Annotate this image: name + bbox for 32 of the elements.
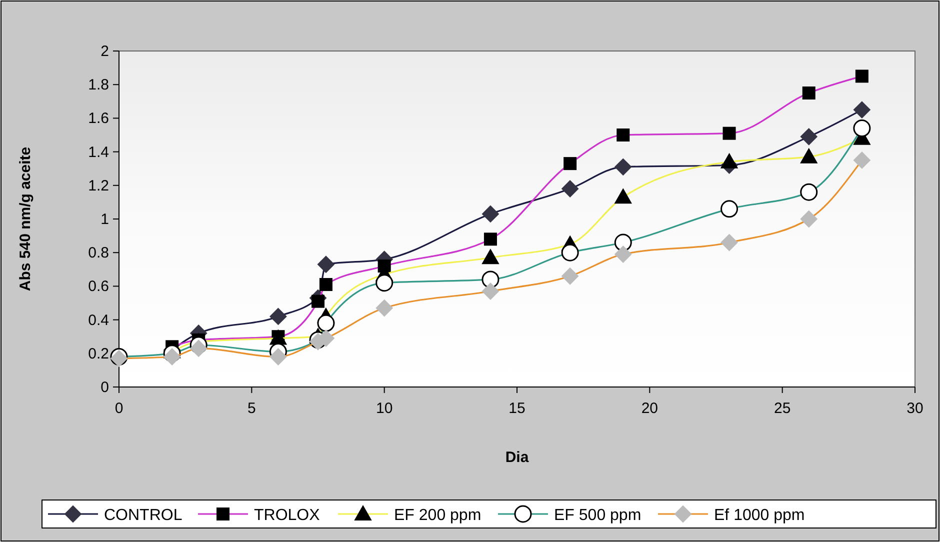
y-axis-title: Abs 540 nm/g aceite xyxy=(17,146,34,292)
point xyxy=(800,128,818,146)
y-tick-label: 1.8 xyxy=(88,76,109,94)
point xyxy=(270,308,287,325)
x-tick-label: 0 xyxy=(114,400,124,417)
y-tick-label: 0 xyxy=(100,379,109,396)
legend-label: EF 500 ppm xyxy=(554,507,642,524)
x-tick-label: 10 xyxy=(376,400,393,417)
x-tick-label: 5 xyxy=(247,400,256,417)
y-tick-label: 1.4 xyxy=(88,144,109,161)
legend-label: EF 200 ppm xyxy=(394,507,482,524)
legend-label: CONTROL xyxy=(104,507,182,524)
x-tick-label: 25 xyxy=(774,400,791,417)
y-tick-label: 1 xyxy=(100,211,109,228)
y-tick-label: 0.4 xyxy=(88,312,109,329)
y-tick-label: 1.6 xyxy=(88,110,109,128)
legend-label: TROLOX xyxy=(254,507,320,524)
point xyxy=(482,205,499,222)
point xyxy=(614,158,632,176)
y-tick-label: 0.2 xyxy=(88,345,109,362)
y-tick-label: 0.6 xyxy=(88,278,109,296)
x-axis-title: Dia xyxy=(505,449,530,466)
y-tick-label: 1.2 xyxy=(88,177,109,194)
point xyxy=(562,180,579,198)
x-tick-label: 30 xyxy=(906,400,924,417)
point xyxy=(317,256,334,273)
legend-label: Ef 1000 ppm xyxy=(714,507,805,524)
x-tick-label: 15 xyxy=(508,400,526,417)
y-tick-label: 0.8 xyxy=(88,244,109,262)
y-tick-label: 2 xyxy=(100,43,109,60)
point xyxy=(853,101,870,118)
x-tick-label: 20 xyxy=(641,400,658,417)
